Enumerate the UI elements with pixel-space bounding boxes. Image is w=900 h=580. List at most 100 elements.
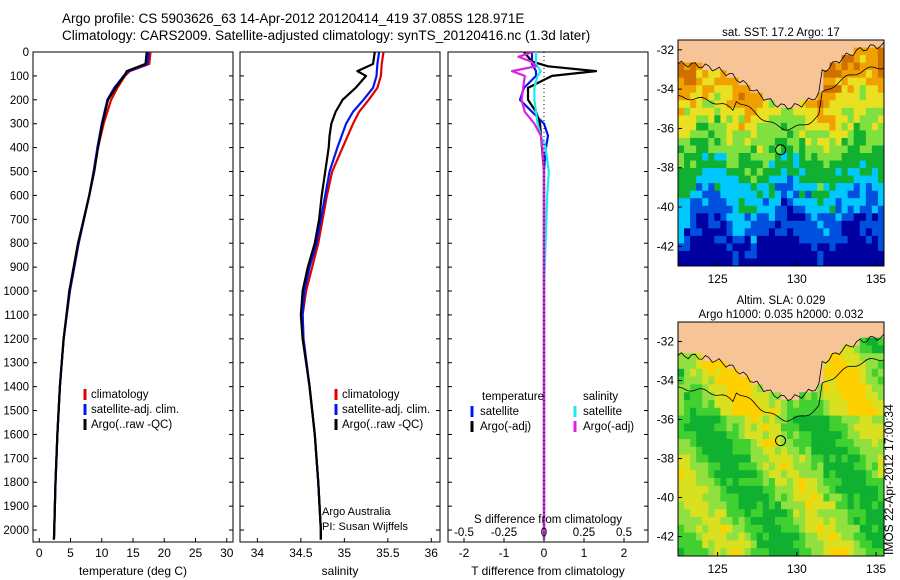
map-cell: [738, 258, 746, 266]
map-cell: [823, 462, 831, 471]
map-cell: [720, 400, 728, 409]
map-cell: [690, 190, 697, 199]
y-tick-label: 300: [10, 119, 29, 131]
map-cell: [871, 92, 879, 101]
map-cell: [720, 137, 728, 147]
map-cell: [847, 153, 855, 162]
map-cell: [684, 470, 691, 479]
map-cell: [787, 376, 794, 385]
map-cell: [684, 337, 691, 346]
map-cell: [756, 384, 764, 393]
map-cell: [684, 198, 691, 207]
map-cell: [720, 540, 728, 549]
map-cell: [744, 107, 752, 116]
map-cell: [853, 361, 861, 370]
map-cell: [847, 509, 855, 518]
map-cell: [823, 85, 831, 94]
map-cell: [762, 400, 770, 409]
map-cell: [811, 153, 818, 162]
map-cell: [823, 160, 831, 169]
map-cell: [744, 540, 752, 549]
y-tick-label: 800: [10, 238, 29, 250]
map-cell: [793, 454, 800, 463]
map-cell: [859, 446, 867, 456]
map-cell: [750, 153, 758, 162]
map-cell: [768, 115, 776, 124]
map-cell: [781, 70, 788, 79]
map-cell: [768, 213, 776, 222]
map-cell: [702, 384, 709, 393]
map-cell: [853, 62, 861, 71]
map-cell: [835, 190, 843, 199]
map-cell: [768, 540, 776, 549]
map-cell: [744, 532, 752, 541]
map-cell: [823, 70, 831, 79]
map-cell: [774, 228, 782, 237]
x-tick-label: 15: [126, 546, 140, 560]
figure-title-line1: Argo profile: CS 5903626_63 14-Apr-2012 …: [62, 11, 525, 26]
map-cell: [744, 77, 752, 86]
map-cell: [859, 228, 867, 237]
map-cell: [799, 92, 806, 101]
map-cell: [865, 361, 873, 370]
map-cell: [817, 122, 825, 131]
map-cell: [762, 220, 770, 229]
map-cell: [684, 501, 691, 510]
map-cell: [678, 122, 685, 131]
map-cell: [835, 353, 843, 362]
map-cell: [823, 446, 831, 456]
map-cell: [720, 384, 728, 393]
map-cell: [787, 400, 794, 409]
map-cell: [793, 524, 800, 534]
map-cell: [823, 470, 831, 479]
map-cell: [799, 228, 806, 237]
map-cell: [853, 322, 861, 331]
s-axis-tick-label: 0.5: [616, 527, 632, 539]
map-cell: [690, 55, 697, 64]
map-cell: [768, 85, 776, 94]
map-cell: [702, 85, 709, 94]
map-cell: [696, 431, 703, 440]
map-cell: [865, 540, 873, 549]
map-cell: [744, 524, 752, 534]
map-cell: [859, 415, 867, 424]
map-cell: [817, 250, 825, 260]
map-cell: [750, 478, 758, 487]
map-cell: [793, 540, 800, 549]
map-cell: [768, 548, 776, 556]
map-cell: [726, 115, 734, 124]
map-cell: [750, 376, 758, 385]
map-cell: [871, 423, 879, 432]
map-cell: [877, 423, 884, 432]
map-cell: [841, 160, 849, 169]
map-cell: [738, 509, 746, 518]
y-tick-label: -36: [657, 413, 675, 427]
map-cell: [756, 353, 764, 362]
map-cell: [714, 130, 722, 139]
map-cell: [762, 77, 770, 86]
y-tick-label: 500: [10, 167, 29, 179]
map-cell: [799, 548, 806, 556]
map-cell: [829, 153, 837, 162]
map-cell: [762, 250, 770, 260]
map-cell: [750, 160, 758, 169]
map-cell: [690, 122, 697, 131]
map-cell: [817, 190, 825, 199]
map-cell: [684, 446, 691, 456]
map-cell: [805, 183, 812, 192]
map-cell: [696, 77, 703, 86]
map-cell: [708, 423, 715, 432]
map-cell: [865, 107, 873, 116]
map-cell: [744, 160, 752, 169]
map-cell: [750, 145, 758, 154]
map-cell: [865, 258, 873, 266]
map-cell: [847, 407, 855, 417]
map-cell: [708, 198, 715, 207]
map-cell: [744, 183, 752, 192]
map-cell: [744, 130, 752, 139]
map-cell: [853, 160, 861, 169]
map-cell: [684, 220, 691, 229]
map-cell: [811, 400, 818, 409]
map-cell: [750, 137, 758, 147]
map-cell: [859, 250, 867, 260]
